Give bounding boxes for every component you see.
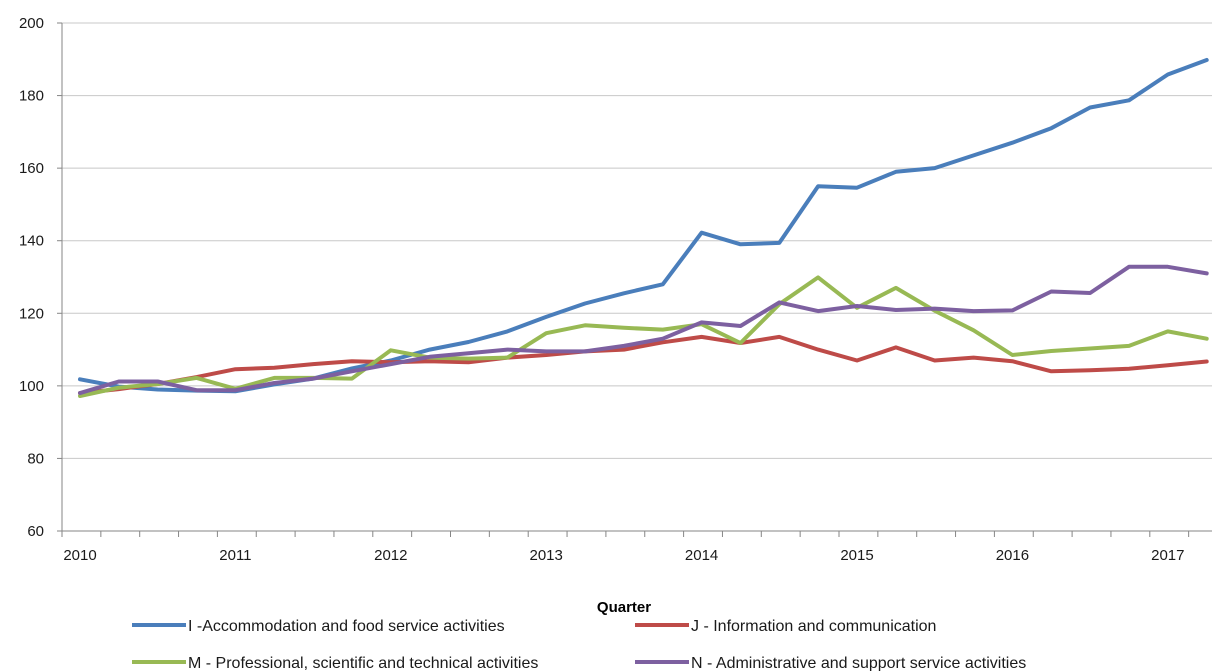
y-tick-label: 100 bbox=[19, 378, 44, 395]
series-line-2 bbox=[78, 334, 1209, 396]
y-tick-label: 120 bbox=[19, 305, 44, 322]
legend-item: J - Information and communication bbox=[635, 618, 936, 635]
legend-label: J - Information and communication bbox=[691, 618, 936, 635]
y-tick-label: 60 bbox=[27, 523, 44, 540]
x-tick-label: 2011 bbox=[219, 547, 251, 564]
x-tick-label: 2012 bbox=[374, 547, 407, 564]
x-axis-title: Quarter bbox=[597, 599, 651, 616]
y-tick-label: 160 bbox=[19, 160, 44, 177]
x-tick-label: 2014 bbox=[685, 547, 718, 564]
legend-item: M - Professional, scientific and technic… bbox=[132, 655, 538, 671]
legend-item: N - Administrative and support service a… bbox=[635, 655, 1026, 671]
y-tick-label: 180 bbox=[19, 88, 44, 105]
series-line-3 bbox=[78, 275, 1209, 398]
legend-item: I -Accommodation and food service activi… bbox=[132, 618, 505, 635]
x-tick-label: 2010 bbox=[63, 547, 96, 564]
series-line-4 bbox=[78, 264, 1209, 396]
x-tick-label: 2013 bbox=[530, 547, 563, 564]
y-tick-label: 200 bbox=[19, 15, 44, 32]
axes: 60 80 100 120 140 160 180 200 2010 2011 2012 2013 20… bbox=[19, 15, 1212, 564]
legend-label: I -Accommodation and food service activi… bbox=[188, 618, 505, 635]
x-tick-label: 2016 bbox=[996, 547, 1029, 564]
y-tick-label: 140 bbox=[19, 233, 44, 250]
x-tick-label: 2015 bbox=[840, 547, 873, 564]
legend: I -Accommodation and food service activi… bbox=[132, 618, 1026, 671]
legend-label: M - Professional, scientific and technic… bbox=[188, 655, 538, 671]
series-lines bbox=[78, 58, 1209, 398]
y-tick-label: 80 bbox=[27, 450, 44, 467]
legend-label: N - Administrative and support service a… bbox=[691, 655, 1026, 671]
x-tick-label: 2017 bbox=[1151, 547, 1184, 564]
